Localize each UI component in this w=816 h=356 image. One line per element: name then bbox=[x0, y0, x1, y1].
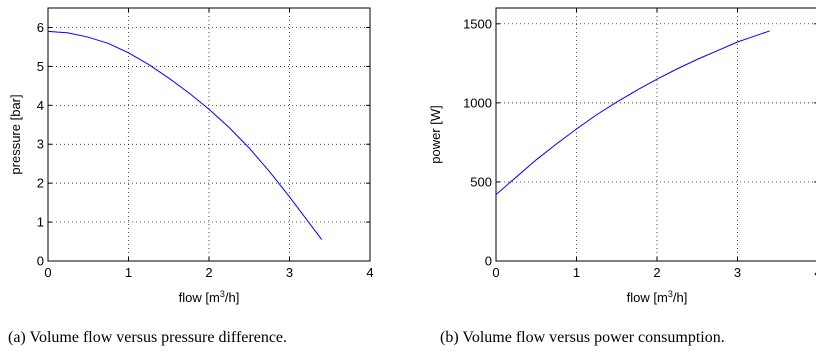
x-tick-label: 0 bbox=[44, 265, 51, 280]
y-tick-label: 2 bbox=[37, 176, 44, 191]
x-tick-label: 4 bbox=[814, 265, 816, 280]
plot-frame bbox=[47, 7, 371, 262]
power-chart: 0 1 2 3 4 0 500 1000 1500 flow [m3/h] power [W] bbox=[428, 7, 816, 305]
x-tick-label: 1 bbox=[573, 265, 580, 280]
series-line bbox=[47, 30, 323, 240]
x-tick-label: 3 bbox=[286, 265, 293, 280]
y-axis-title: pressure [bar] bbox=[8, 94, 23, 174]
y-tick-label: 0 bbox=[485, 254, 492, 269]
chart-panel-power: 0 1 2 3 4 0 500 1000 1500 flow [m3/h] power [W] (b… bbox=[408, 0, 816, 356]
y-tick-label: 5 bbox=[37, 59, 44, 74]
y-tick-label: 1500 bbox=[463, 16, 492, 31]
caption-pressure: (a) Volume flow versus pressure differen… bbox=[8, 329, 288, 346]
pressure-chart: 0 1 2 3 4 0 1 2 3 4 5 6 flow [m3/h] pressure [bar] bbox=[8, 7, 374, 305]
caption-power: (b) Volume flow versus power consumption… bbox=[440, 329, 725, 346]
y-tick-label: 500 bbox=[470, 174, 492, 189]
x-axis-title: flow [m3/h] bbox=[627, 289, 688, 305]
y-tick-label: 0 bbox=[37, 254, 44, 269]
x-tick-label: 0 bbox=[492, 265, 499, 280]
plot-frame bbox=[495, 7, 816, 262]
x-tick-label: 4 bbox=[366, 265, 373, 280]
y-tick-label: 1 bbox=[37, 215, 44, 230]
chart-panel-pressure: 0 1 2 3 4 0 1 2 3 4 5 6 flow [m3/h] pressure [bar] (a… bbox=[8, 7, 374, 346]
series-line bbox=[495, 30, 770, 195]
x-tick-label: 2 bbox=[205, 265, 212, 280]
x-tick-label: 1 bbox=[125, 265, 132, 280]
x-axis-title: flow [m3/h] bbox=[179, 289, 240, 305]
y-tick-label: 1000 bbox=[463, 95, 492, 110]
x-tick-label: 3 bbox=[734, 265, 741, 280]
y-tick-label: 3 bbox=[37, 137, 44, 152]
x-tick-label: 2 bbox=[653, 265, 660, 280]
y-tick-label: 6 bbox=[37, 20, 44, 35]
y-tick-label: 4 bbox=[37, 98, 44, 113]
y-axis-title: power [W] bbox=[428, 105, 443, 164]
